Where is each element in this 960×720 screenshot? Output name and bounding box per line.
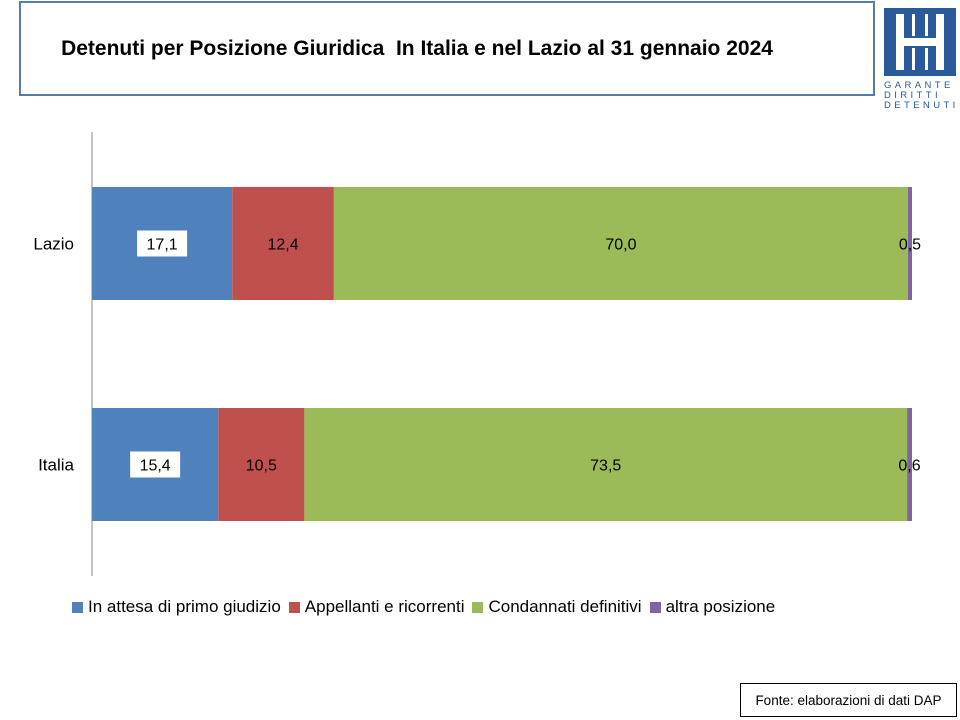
data-label: 73,5 (590, 458, 621, 475)
data-label: 0,6 (898, 458, 920, 475)
legend-swatch (649, 601, 661, 613)
bar-segment (218, 408, 305, 521)
source-note: Fonte: elaborazioni di dati DAP (740, 683, 957, 717)
chart-title-box: Detenuti per Posizione Giuridica In Ital… (19, 1, 875, 96)
legend-label: Condannati definitivi (488, 597, 642, 616)
data-label: 17,1 (147, 237, 178, 254)
legend-item: Condannati definitivi (472, 597, 642, 617)
data-label: 0,5 (899, 237, 921, 254)
bar-segment (304, 408, 908, 521)
legend-label: In attesa di primo giudizio (88, 597, 281, 616)
data-label-background (137, 230, 188, 257)
legend-swatch (72, 601, 83, 613)
bar-segment (907, 408, 912, 521)
logo-line-3: DETENUTI (884, 100, 958, 111)
data-label: 10,5 (246, 458, 277, 475)
bar-segment (232, 187, 334, 300)
garante-logo: GARANTE DIRITTI DETENUTI (884, 8, 958, 111)
bar-segment (333, 187, 908, 300)
legend-item: altra posizione (649, 597, 776, 617)
legend-item: Appellanti e ricorrenti (288, 597, 465, 617)
logo-line-2: DIRITTI (884, 90, 941, 101)
chart-title: Detenuti per Posizione Giuridica In Ital… (61, 36, 773, 60)
category-label: Italia (38, 456, 74, 475)
data-label: 15,4 (140, 458, 171, 475)
legend-label: Appellanti e ricorrenti (304, 597, 465, 616)
source-text: Fonte: elaborazioni di dati DAP (755, 692, 942, 708)
bar-segment (907, 187, 912, 300)
legend-item: In attesa di primo giudizio (72, 597, 281, 617)
data-label: 12,4 (267, 237, 298, 254)
chart-legend: In attesa di primo giudizio Appellanti e … (72, 596, 783, 618)
stacked-bar-chart: Lazio 17,1 12,4 70,0 0,5 Italia 15,4 10,5 73,5 0,… (33, 132, 921, 576)
category-label: Lazio (33, 235, 74, 254)
logo-line-1: GARANTE (884, 80, 954, 91)
legend-swatch (288, 601, 300, 613)
legend-swatch (472, 601, 484, 613)
legend-label: altra posizione (665, 597, 776, 616)
data-label-background (130, 451, 181, 478)
data-label: 70,0 (605, 237, 636, 254)
